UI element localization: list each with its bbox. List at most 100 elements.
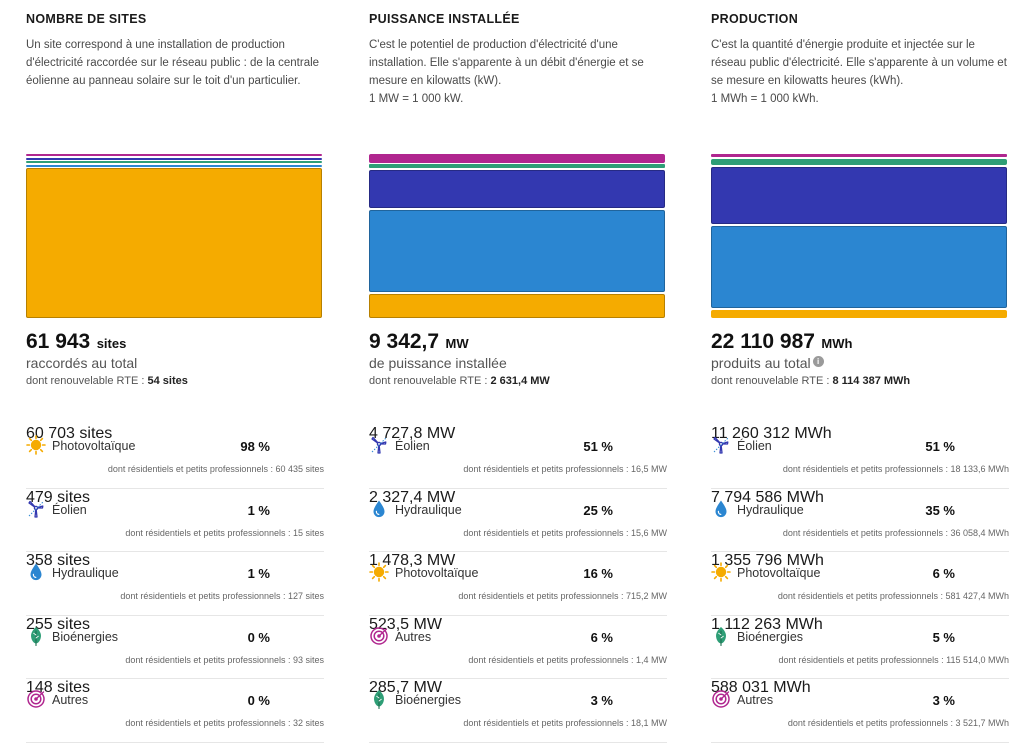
residential-note: dont résidentiels et petits professionne… [125, 718, 324, 728]
breakdown-row[interactable]: Hydraulique 1 % 358 sites dont résidentiels… [26, 552, 324, 616]
renewable-note: dont renouvelable RTE : 54 sites [26, 375, 188, 387]
description-line: 1 MWh = 1 000 kWh. [711, 93, 819, 105]
stack-segment-other[interactable] [369, 154, 665, 163]
share-percent: 98 % [240, 439, 270, 454]
stack-segment-solar[interactable] [26, 168, 322, 318]
residential-note: dont résidentiels et petits professionne… [125, 654, 324, 665]
share-percent: 0 % [247, 629, 270, 645]
water-drop-icon [26, 562, 46, 582]
source-value: 255 sites [26, 615, 91, 633]
source-value: 7 794 586 MWh [711, 488, 824, 506]
stack-segment-hydro[interactable] [26, 157, 322, 160]
residential-note: dont résidentiels et petits professionne… [120, 591, 324, 601]
description-line: C'est le potentiel de production d'élect… [369, 39, 644, 87]
stack-segment-wind[interactable] [369, 210, 665, 292]
column-title: PRODUCTION [711, 12, 799, 26]
breakdown-row[interactable]: Photovoltaïque 16 % 1 478,3 MW dont résiden… [369, 552, 667, 616]
stack-segment-other[interactable] [711, 154, 1007, 157]
subtitle-text: raccordés au total [26, 355, 138, 371]
residential-note: dont résidentiels et petits professionne… [125, 527, 324, 538]
total-number: 9 342,7 [369, 330, 440, 353]
target-icon [369, 626, 389, 646]
share-percent: 3 % [590, 693, 613, 708]
stack-segment-bio[interactable] [369, 164, 665, 168]
breakdown-row[interactable]: Photovoltaïque 6 % 1 355 796 MWh dont résid… [711, 552, 1009, 616]
source-name: Bioénergies [395, 693, 462, 707]
source-name: Bioénergies [52, 629, 119, 644]
column-description: Un site correspond à une installation de… [26, 36, 322, 90]
breakdown-row[interactable]: Éolien 1 % 479 sites dont résidentiels et p… [26, 489, 324, 552]
total-value: 61 943 sites [26, 330, 126, 354]
breakdown-row[interactable]: Autres 0 % 148 sites dont résidentiels et p… [26, 679, 324, 743]
residential-note: dont résidentiels et petits professionne… [458, 591, 667, 601]
sun-icon [369, 562, 389, 582]
total-number: 61 943 [26, 330, 91, 353]
source-name: Hydraulique [52, 566, 119, 580]
source-name: Éolien [395, 439, 430, 453]
breakdown-row[interactable]: Éolien 51 % 11 260 312 MWh dont résidentiel… [711, 425, 1009, 489]
breakdown-row[interactable]: Hydraulique 25 % 2 327,4 MW dont résidentie… [369, 489, 667, 552]
residential-note: dont résidentiels et petits professionne… [777, 591, 1009, 601]
breakdown-row[interactable]: Bioénergies 3 % 285,7 MW dont résidentiels … [369, 679, 667, 743]
source-name: Photovoltaïque [52, 439, 136, 453]
sun-icon [711, 562, 731, 582]
wind-turbine-icon [711, 435, 731, 455]
leaf-icon [26, 626, 46, 646]
breakdown-row[interactable]: Photovoltaïque 98 % 60 703 sites dont résid… [26, 425, 324, 489]
share-percent: 6 % [590, 629, 613, 645]
source-value: 11 260 312 MWh [711, 425, 832, 442]
description-line: 1 MW = 1 000 kW. [369, 93, 464, 105]
stack-segment-wind[interactable] [711, 226, 1007, 308]
source-value: 285,7 MW [369, 679, 442, 696]
column-description: C'est la quantité d'énergie produite et … [711, 36, 1007, 108]
description-line: Un site correspond à une installation de… [26, 39, 320, 87]
breakdown-row[interactable]: Autres 3 % 588 031 MWh dont résidentiels et… [711, 679, 1009, 743]
column-description: C'est le potentiel de production d'élect… [369, 36, 665, 108]
stack-segment-hydro[interactable] [711, 167, 1007, 224]
source-name: Photovoltaïque [737, 566, 821, 580]
stack-segment-hydro[interactable] [369, 170, 665, 208]
stack-segment-bio[interactable] [26, 161, 322, 164]
breakdown-row[interactable]: Hydraulique 35 % 7 794 586 MWh dont résiden… [711, 488, 1009, 552]
breakdown-row[interactable]: Bioénergies 0 % 255 sites dont résidentiels… [26, 615, 324, 679]
source-name: Autres [737, 693, 774, 707]
breakdown-row[interactable]: Bioénergies 5 % 1 112 263 MWh dont résident… [711, 616, 1009, 679]
share-percent: 16 % [583, 566, 613, 581]
stack-segment-wind[interactable] [26, 164, 322, 167]
breakdown-list: Éolien 51 % 4 727,8 MW dont résidentiels et… [369, 425, 667, 743]
total-number: 22 110 987 [711, 330, 815, 353]
total-unit: MW [445, 336, 469, 351]
residential-note: dont résidentiels et petits professionne… [107, 464, 324, 474]
source-name: Autres [52, 693, 89, 707]
source-value: 148 sites [26, 679, 91, 696]
share-percent: 3 % [932, 693, 955, 708]
share-percent: 35 % [925, 502, 955, 518]
breakdown-row[interactable]: Éolien 51 % 4 727,8 MW dont résidentiels et… [369, 425, 667, 489]
share-percent: 51 % [583, 439, 613, 454]
stack-segment-solar[interactable] [369, 294, 665, 318]
column-title: PUISSANCE INSTALLÉE [369, 12, 520, 26]
source-name: Autres [395, 629, 432, 644]
renewable-note: dont renouvelable RTE : 8 114 387 MWh [711, 375, 910, 387]
total-value: 9 342,7 MW [369, 330, 469, 354]
total-unit: sites [96, 336, 127, 351]
breakdown-row[interactable]: Autres 6 % 523,5 MW dont résidentiels et pe… [369, 615, 667, 679]
stacked-share-bar [369, 154, 665, 318]
sun-icon [26, 435, 46, 455]
share-percent: 1 % [247, 502, 270, 518]
residential-note: dont résidentiels et petits professionne… [787, 718, 1009, 728]
total-value: 22 110 987 MWh [711, 330, 852, 354]
residential-note: dont résidentiels et petits professionne… [468, 654, 667, 665]
residential-note: dont résidentiels et petits professionne… [782, 464, 1009, 474]
target-icon [711, 689, 731, 709]
stack-segment-bio[interactable] [711, 159, 1007, 165]
stack-segment-other[interactable] [26, 154, 322, 157]
stack-segment-solar[interactable] [711, 310, 1007, 318]
source-value: 523,5 MW [369, 615, 442, 633]
renewable-value: 2 631,4 MW [490, 375, 550, 387]
total-subtitle: raccordés au total [26, 355, 137, 371]
source-name: Éolien [52, 502, 87, 517]
renewable-value: 54 sites [147, 375, 188, 387]
renewable-label: dont renouvelable RTE : [26, 375, 148, 387]
info-icon[interactable]: i [812, 356, 824, 367]
